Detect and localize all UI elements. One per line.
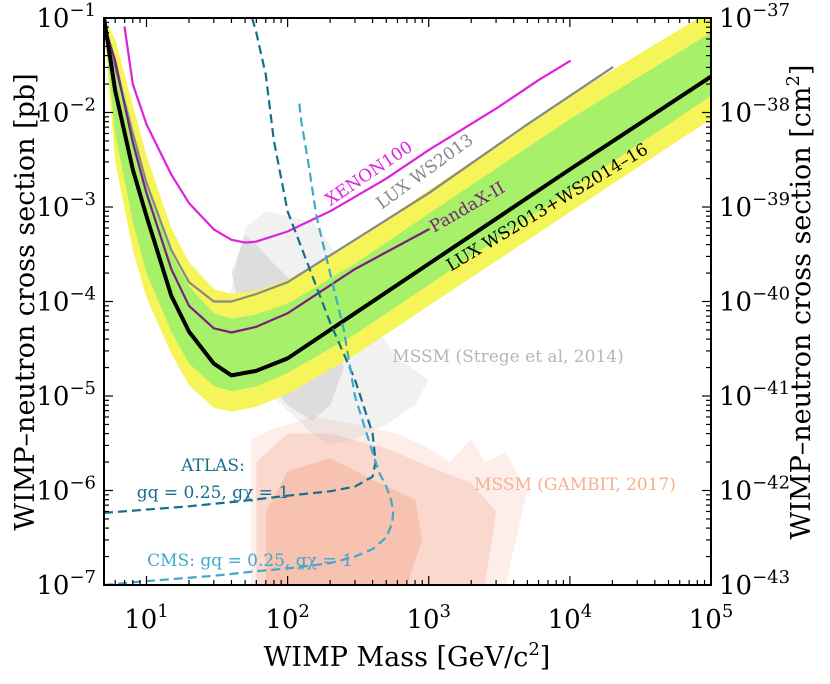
- exclusion-curves: [104, 18, 711, 585]
- y-left-tick-label: 10−5: [36, 378, 96, 412]
- sensitivity-bands: [104, 18, 711, 412]
- y-left-tick-label: 10−2: [36, 95, 96, 129]
- annotation-strege: MSSM (Strege et al, 2014): [392, 347, 623, 367]
- x-axis-title: WIMP Mass [GeV/c2]: [264, 639, 551, 673]
- annotation-cms: CMS: gq = 0.25, gχ = 1: [147, 551, 353, 571]
- curve-atlas: [104, 18, 377, 514]
- y-left-tick-label: 10−7: [36, 567, 96, 601]
- y-axis-left-title: WIMP–neutron cross section [pb]: [10, 73, 41, 530]
- y-right-tick-label: 10−37: [719, 0, 790, 34]
- axis-ticks: [103, 17, 712, 586]
- y-axis-right-title: WIMP–neutron cross section [cm2]: [783, 65, 817, 540]
- x-tick-label: 105: [689, 601, 734, 635]
- y-right-tick-label: 10−43: [719, 567, 790, 601]
- y-left-tick-label: 10−3: [36, 189, 96, 223]
- x-tick-label: 103: [406, 601, 451, 635]
- annotation-gambit: MSSM (GAMBIT, 2017): [474, 475, 676, 495]
- y-right-tick-label: 10−42: [719, 473, 790, 507]
- x-tick-label: 104: [548, 601, 593, 635]
- annotation-atlas1: ATLAS:: [180, 456, 245, 476]
- y-left-tick-label: 10−1: [36, 0, 96, 34]
- y-left-tick-label: 10−4: [36, 284, 96, 318]
- region-mssm-gambit-2017-level-2: [265, 458, 423, 585]
- x-tick-label: 101: [124, 601, 169, 635]
- curve-cms: [104, 98, 395, 585]
- region-mssm-gambit-2017-level-0: [251, 417, 528, 585]
- curve-lux-ws2013-ws2014-16: [104, 18, 711, 378]
- y-right-tick-label: 10−38: [719, 95, 790, 129]
- y-right-tick-label: 10−41: [719, 378, 790, 412]
- region-mssm-gambit-2017-level-1: [256, 433, 497, 585]
- axis-tick-labels: 101 102 103 104 105 10−7 10−6 10−5 10−4 10−3 10−2 1…: [36, 0, 790, 635]
- curve-xenon100: [123, 26, 571, 244]
- curve-lux-ws2013: [104, 26, 614, 303]
- plot-area: [104, 18, 711, 585]
- y-right-tick-label: 10−39: [719, 189, 790, 223]
- annotation-atlas2: gq = 0.25, gχ = 1: [137, 483, 290, 503]
- y-right-tick-label: 10−40: [719, 284, 790, 318]
- y-left-tick-label: 10−6: [36, 473, 96, 507]
- band-lux-ws2013-ws2014-16-2: [104, 18, 711, 412]
- curve-pandax-ii: [104, 23, 430, 334]
- x-tick-label: 102: [265, 601, 310, 635]
